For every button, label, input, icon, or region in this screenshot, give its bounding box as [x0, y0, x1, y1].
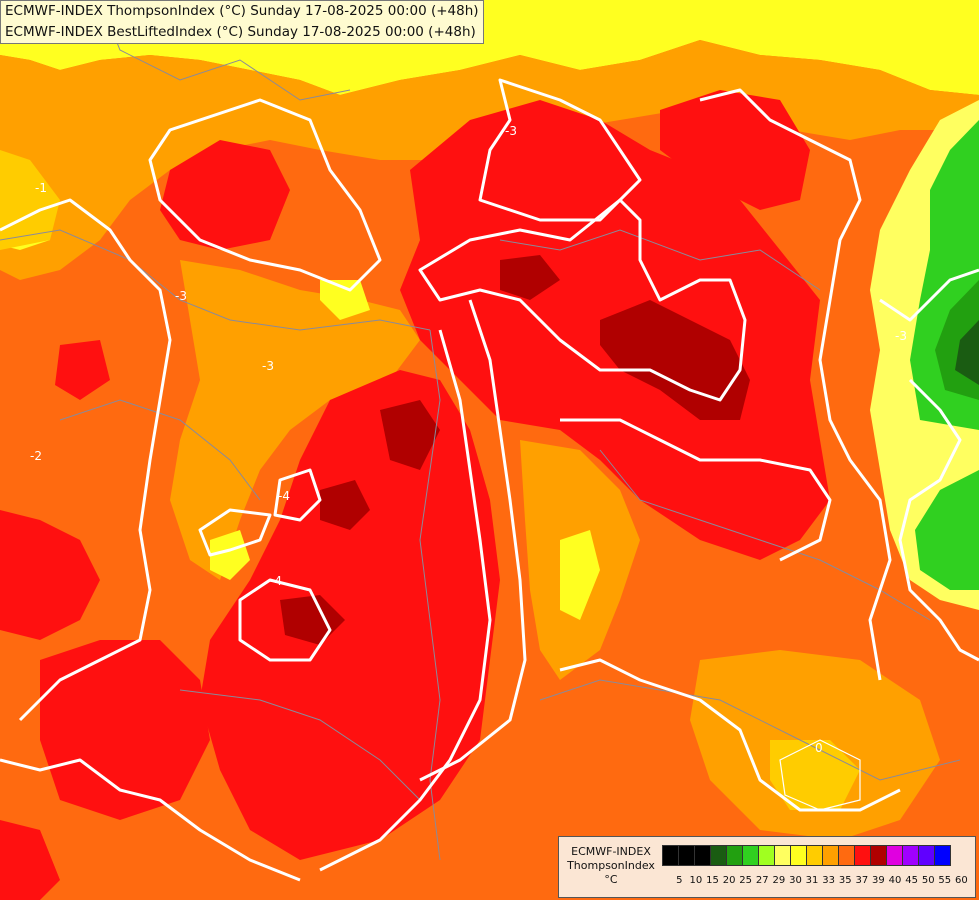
legend-tick-label: 27 [755, 875, 769, 886]
field-darkgreen-east [955, 320, 979, 385]
field-gold-inner [770, 740, 860, 810]
legend-swatch [870, 845, 887, 866]
legend-swatch [854, 845, 871, 866]
legend-tick-label: 20 [722, 875, 736, 886]
legend-swatch [822, 845, 839, 866]
legend-tick-label: 39 [872, 875, 885, 886]
contour-label: -4 [278, 489, 290, 503]
contour-label: -3 [895, 329, 907, 343]
field-darkred-south1 [380, 400, 440, 470]
legend-tick-label: 45 [905, 875, 918, 886]
color-legend: ECMWF-INDEX ThompsonIndex °C 5 10 15 20 25 27… [558, 836, 976, 898]
contour-label: -3 [175, 289, 187, 303]
legend-title: ECMWF-INDEX ThompsonIndex °C [563, 845, 659, 887]
field-lightgreen-east2 [915, 470, 979, 590]
title-line-thompson: ECMWF-INDEX ThompsonIndex (°C) Sunday 17… [5, 3, 479, 19]
field-darkred-spot1 [500, 255, 560, 300]
legend-swatch [934, 845, 951, 866]
legend-tick-label: 29 [772, 875, 786, 886]
field-yellow-spot [210, 530, 250, 580]
contour-label: -4 [270, 574, 282, 588]
field-red-west [0, 510, 100, 640]
legend-swatch [774, 845, 791, 866]
contour-label: 0 [815, 741, 823, 755]
legend-swatch [710, 845, 727, 866]
legend-tick-label: 5 [676, 875, 683, 886]
legend-tick-label: 55 [938, 875, 952, 886]
legend-swatch [662, 845, 679, 866]
legend-tick-label: 15 [706, 875, 719, 886]
legend-tick-label: 30 [789, 875, 802, 886]
field-darkred-core [600, 300, 750, 420]
legend-tick-label: 50 [921, 875, 935, 886]
field-red-southwest [40, 640, 210, 820]
legend-tick-label: 33 [822, 875, 835, 886]
title-line-lifted: ECMWF-INDEX BestLiftedIndex (°C) Sunday … [5, 24, 476, 40]
field-red-south [200, 370, 500, 860]
legend-model: ECMWF-INDEX [571, 845, 651, 858]
legend-color-bar [662, 845, 951, 866]
contour-label: -3 [262, 359, 274, 373]
legend-swatch [726, 845, 743, 866]
legend-tick-label: 37 [855, 875, 869, 886]
legend-tick-label: 25 [739, 875, 753, 886]
field-yellow-central [320, 280, 370, 320]
field-yellow-southeast [560, 530, 600, 620]
contour-label: -3 [505, 124, 517, 138]
legend-tick-label: 35 [838, 875, 852, 886]
field-red-south-tip [0, 820, 60, 900]
legend-swatch [838, 845, 855, 866]
map-title-box: ECMWF-INDEX ThompsonIndex (°C) Sunday 17… [0, 0, 484, 44]
legend-labels: 5 10 15 20 25 27 29 30 31 33 35 37 39 40 45 50 55 60 [671, 875, 970, 886]
field-orange-central [170, 260, 420, 580]
legend-swatch [918, 845, 935, 866]
legend-tick-label: 40 [888, 875, 902, 886]
contour-zero [779, 739, 861, 811]
legend-swatch [678, 845, 695, 866]
field-red-west-small [55, 340, 110, 400]
field-gold-west [0, 150, 60, 250]
contour-label: -1 [35, 181, 47, 195]
legend-swatch [806, 845, 823, 866]
contour-label-group: -3 -1 -3 -3 -2 -4 -4 -3 0 [30, 124, 907, 755]
legend-swatch [902, 845, 919, 866]
legend-tick-label: 31 [805, 875, 819, 886]
field-red-northwest [160, 140, 290, 250]
legend-swatch [742, 845, 759, 866]
legend-swatch [758, 845, 775, 866]
legend-parameter: ThompsonIndex [567, 859, 655, 872]
legend-swatch [886, 845, 903, 866]
legend-swatch [790, 845, 807, 866]
legend-swatch [694, 845, 711, 866]
contour-label: -2 [30, 449, 42, 463]
legend-tick-label: 60 [955, 875, 968, 886]
lifted-index-contours [0, 78, 979, 882]
legend-unit: °C [604, 873, 618, 886]
legend-tick-label: 10 [689, 875, 703, 886]
field-darkred-south2 [320, 480, 370, 530]
